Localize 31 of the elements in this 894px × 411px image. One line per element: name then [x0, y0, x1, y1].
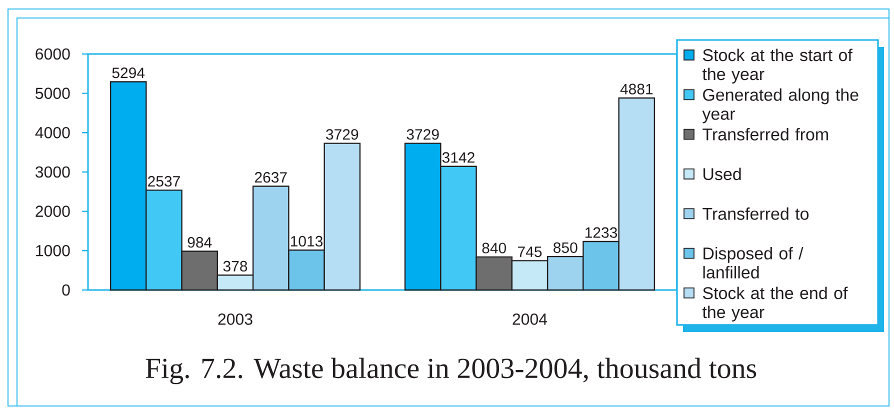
legend-label: Generated along the year	[702, 88, 858, 124]
x-tick-label: 2003	[218, 314, 252, 325]
y-tick-label: 0	[62, 284, 70, 296]
data-label: 1013	[290, 236, 323, 247]
data-label: 745	[518, 246, 542, 258]
x-tick-label: 2004	[512, 314, 548, 325]
data-label: 1233	[585, 227, 618, 238]
data-label: 2637	[254, 172, 287, 183]
data-label: 3729	[326, 129, 358, 140]
y-tick-label: 1000	[36, 244, 70, 256]
data-label: 840	[482, 242, 506, 254]
legend-label: Transferred from	[702, 128, 828, 140]
y-tick-label: 4000	[35, 127, 70, 138]
y-tick-label: 6000	[36, 48, 70, 60]
legend-label: Stock at the start of the year	[702, 48, 852, 84]
data-label: 3729	[406, 129, 439, 140]
data-label: 3142	[442, 152, 474, 163]
legend-label: Stock at the end of the year	[702, 286, 848, 322]
legend-label: Disposed of / lanfilled	[703, 246, 804, 278]
data-label: 4881	[620, 84, 653, 94]
data-label: 850	[554, 242, 578, 253]
data-label: 984	[188, 237, 212, 248]
legend-label: Transferred to	[702, 207, 809, 220]
data-label: 378	[223, 260, 248, 272]
y-tick-label: 2000	[36, 206, 70, 217]
text: Fig. 7.2. Waste balance in 2003-2004, thousand tons	[146, 358, 756, 384]
data-label: 5294	[112, 68, 145, 78]
y-tick-label: 3000	[35, 166, 70, 178]
data-label: 2537	[148, 176, 180, 187]
legend-label: Used	[704, 168, 741, 180]
y-tick-label: 5000	[36, 88, 70, 99]
